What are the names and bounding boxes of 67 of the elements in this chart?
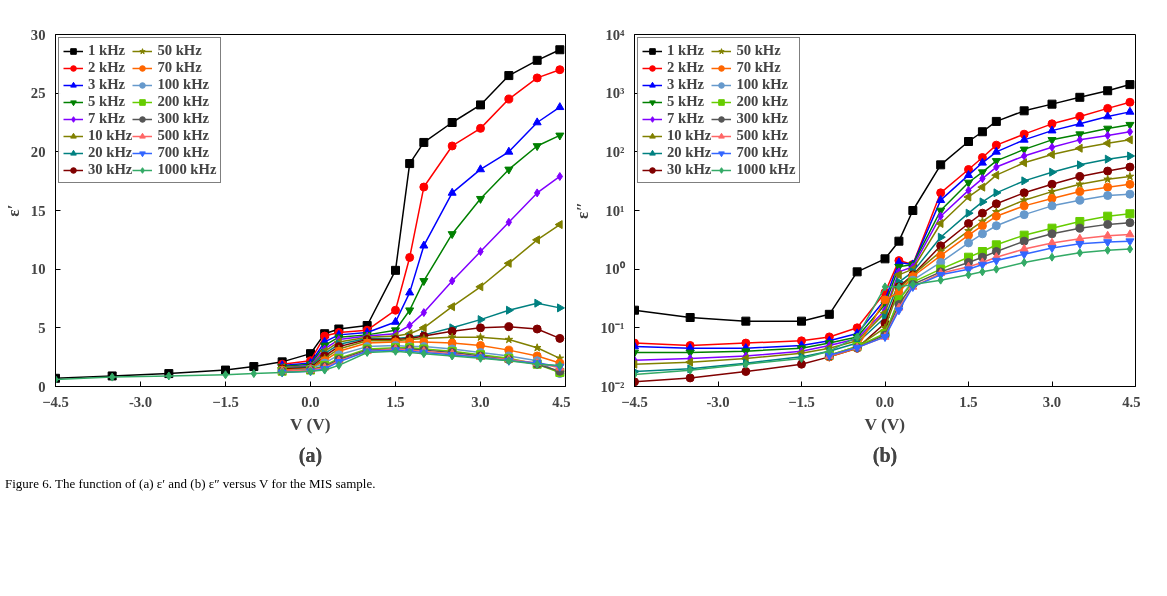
y-tick-label: 15 bbox=[30, 202, 46, 219]
y-tick-label: 20 bbox=[30, 143, 46, 160]
caption: Figure 6. The function of (a) ε′ and (b) ε″ versus V for the MIS sample. bbox=[5, 475, 376, 493]
x-tick-label: −4.5 bbox=[42, 393, 69, 410]
y-tick-label: 10¹ bbox=[605, 202, 625, 219]
y-tick-label: 10⁰ bbox=[604, 261, 626, 278]
legend-label: 700 kHz bbox=[157, 144, 210, 161]
legend-label: 500 kHz bbox=[157, 127, 210, 144]
x-tick-label: 3.0 bbox=[1042, 393, 1062, 410]
y-axis-title: ε″ bbox=[573, 202, 593, 219]
legend-label: 200 kHz bbox=[736, 93, 789, 110]
x-tick-label: 4.5 bbox=[552, 393, 571, 410]
legend-label: 7 kHz bbox=[667, 110, 705, 127]
text: (a) bbox=[298, 443, 323, 467]
legend-label: 3 kHz bbox=[88, 76, 126, 93]
y-tick-label: 5 bbox=[38, 319, 46, 336]
legend-label: 3 kHz bbox=[667, 76, 705, 93]
legend-label: 7 kHz bbox=[88, 110, 126, 127]
x-axis-title: V (V) bbox=[864, 414, 906, 434]
x-tick-label: -3.0 bbox=[706, 393, 730, 410]
legend-label: 700 kHz bbox=[736, 144, 789, 161]
x-tick-label: 3.0 bbox=[471, 393, 490, 410]
legend-label: 500 kHz bbox=[736, 127, 789, 144]
x-tick-label: −1.5 bbox=[212, 393, 239, 410]
y-tick-label: 10⁴ bbox=[605, 26, 626, 43]
legend-label: 10 kHz bbox=[88, 127, 133, 144]
legend-label: 10 kHz bbox=[667, 127, 712, 144]
legend-label: 2 kHz bbox=[88, 59, 126, 76]
y-tick-label: 0 bbox=[38, 378, 46, 395]
legend-label: 1 kHz bbox=[88, 42, 126, 59]
y-tick-label: 10⁻¹ bbox=[600, 319, 625, 336]
y-tick-label: 30 bbox=[30, 26, 46, 43]
legend-label: 70 kHz bbox=[736, 59, 781, 76]
x-tick-label: 1.5 bbox=[386, 393, 405, 410]
x-tick-label: 1.5 bbox=[959, 393, 978, 410]
legend-label: 1000 kHz bbox=[157, 161, 217, 178]
legend-label: 20 kHz bbox=[88, 144, 133, 161]
legend-label: 30 kHz bbox=[88, 161, 133, 178]
x-tick-label: −1.5 bbox=[788, 393, 815, 410]
y-tick-label: 10⁻² bbox=[600, 378, 626, 395]
x-tick-label: −4.5 bbox=[621, 393, 648, 410]
legend-label: 30 kHz bbox=[667, 161, 712, 178]
y-tick-label: 25 bbox=[30, 85, 46, 102]
legend-label: 2 kHz bbox=[667, 59, 705, 76]
legend-label: 300 kHz bbox=[157, 110, 210, 127]
y-tick-label: 10 bbox=[30, 261, 46, 278]
legend-label: 50 kHz bbox=[736, 42, 781, 59]
text: (b) bbox=[872, 443, 898, 467]
y-tick-label: 10³ bbox=[605, 85, 626, 102]
x-tick-label: 0.0 bbox=[875, 393, 895, 410]
legend-label: 1000 kHz bbox=[736, 161, 796, 178]
legend-label: 20 kHz bbox=[667, 144, 712, 161]
x-tick-label: -3.0 bbox=[128, 393, 153, 410]
x-tick-label: 0.0 bbox=[301, 393, 320, 410]
legend-label: 100 kHz bbox=[736, 76, 789, 93]
legend-label: 5 kHz bbox=[88, 93, 126, 110]
x-tick-label: 4.5 bbox=[1122, 393, 1141, 410]
legend-label: 50 kHz bbox=[157, 42, 202, 59]
legend-label: 70 kHz bbox=[157, 59, 202, 76]
legend-label: 200 kHz bbox=[157, 93, 210, 110]
legend-label: 300 kHz bbox=[736, 110, 789, 127]
legend-label: 1 kHz bbox=[667, 42, 705, 59]
y-tick-label: 10² bbox=[605, 143, 626, 160]
legend-label: 5 kHz bbox=[667, 93, 705, 110]
x-axis-title: V (V) bbox=[290, 414, 331, 434]
y-axis-title: ε′ bbox=[3, 204, 23, 217]
legend-label: 100 kHz bbox=[157, 76, 210, 93]
